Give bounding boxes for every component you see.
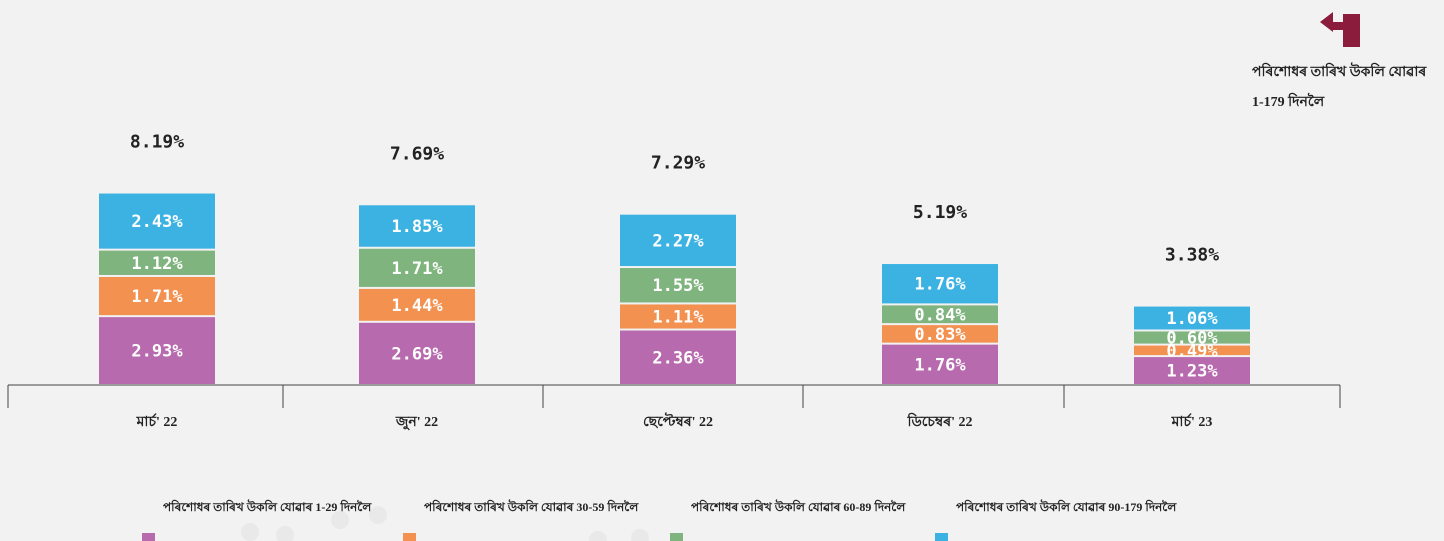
category-label: মাৰ্চ' 23 — [1171, 412, 1213, 430]
value-label: 2.69% — [391, 344, 443, 364]
value-label: 2.93% — [131, 342, 183, 362]
value-label: 1.23% — [1166, 362, 1218, 382]
bar-segment — [882, 325, 998, 343]
bar-segment — [99, 276, 215, 316]
value-label: 1.76% — [914, 355, 966, 375]
back-icon[interactable] — [1320, 12, 1360, 47]
value-label: 2.27% — [652, 231, 704, 251]
value-label: 1.12% — [131, 254, 183, 274]
total-label: 7.69% — [390, 143, 444, 164]
value-label: 1.76% — [914, 275, 966, 295]
bar-segment — [620, 330, 736, 384]
value-label: 0.84% — [914, 305, 966, 325]
bar-segment — [1134, 331, 1250, 344]
category-label: ছেপ্টেম্বৰ' 22 — [643, 412, 713, 430]
bar-segment — [620, 304, 736, 329]
category-label: ডিচেম্বৰ' 22 — [906, 412, 972, 430]
bar-segment — [620, 268, 736, 303]
value-label: 0.49% — [1166, 341, 1218, 361]
bar-segment — [99, 250, 215, 275]
value-label: 2.36% — [652, 348, 704, 368]
legend-swatch — [935, 533, 948, 541]
value-label: 1.44% — [391, 296, 443, 316]
bar-segment — [359, 248, 475, 287]
total-label: 5.19% — [913, 202, 967, 223]
bar-segment — [99, 193, 215, 249]
total-label: 8.19% — [130, 132, 184, 153]
value-label: 2.43% — [131, 212, 183, 232]
legend-swatch — [670, 533, 683, 541]
legend-item: পৰিশোধৰ তাৰিখ উকলি যোৱাৰ 30-59 দিনলৈ — [403, 498, 643, 541]
bar-segment — [359, 205, 475, 247]
value-label: 1.71% — [391, 259, 443, 279]
legend-item: পৰিশোধৰ তাৰিখ উকলি যোৱাৰ 60-89 দিনলৈ — [670, 498, 910, 541]
decoration — [241, 506, 649, 541]
legend-label: পৰিশোধৰ তাৰিখ উকলি যোৱাৰ 30-59 দিনলৈ — [424, 500, 639, 514]
legend-item: পৰিশোধৰ তাৰিখ উকলি যোৱাৰ 90-179 দিনলৈ — [935, 498, 1176, 541]
category-label: মাৰ্চ' 22 — [136, 412, 178, 430]
value-label: 1.85% — [391, 217, 443, 237]
legend-item: পৰিশোধৰ তাৰিখ উকলি যোৱাৰ 1-29 দিনলৈ — [142, 498, 382, 541]
bar-segment — [359, 288, 475, 321]
value-label: 1.06% — [1166, 309, 1218, 329]
bar-segment — [99, 317, 215, 384]
value-label: 1.55% — [652, 276, 704, 296]
total-label: 7.29% — [651, 153, 705, 174]
legend-swatch — [142, 533, 155, 541]
total-label: 3.38% — [1165, 245, 1219, 266]
bar-segment — [1134, 306, 1250, 330]
bar-segment — [359, 322, 475, 384]
category-label: জুন' 22 — [395, 415, 438, 431]
bar-segment — [882, 305, 998, 324]
bar-segment — [620, 214, 736, 267]
bar-segment — [882, 344, 998, 384]
bar-segment — [1134, 345, 1250, 356]
legend-label: পৰিশোধৰ তাৰিখ উকলি যোৱাৰ 90-179 দিনলৈ — [956, 500, 1177, 514]
value-label: 1.11% — [652, 307, 704, 327]
value-label: 0.60% — [1166, 329, 1218, 349]
annotation: পৰিশোধৰ তাৰিখ উকলি যোৱাৰ 1-179 দিনলৈ — [1252, 65, 1427, 110]
value-label: 0.83% — [914, 325, 966, 345]
value-label: 1.71% — [131, 287, 183, 307]
bar-segment — [1134, 357, 1250, 384]
legend-swatch — [403, 533, 416, 541]
bar-segment — [882, 264, 998, 304]
legend-label: পৰিশোধৰ তাৰিখ উকলি যোৱাৰ 60-89 দিনলৈ — [691, 500, 906, 514]
legend-label: পৰিশোধৰ তাৰিখ উকলি যোৱাৰ 1-29 দিনলৈ — [163, 500, 372, 514]
